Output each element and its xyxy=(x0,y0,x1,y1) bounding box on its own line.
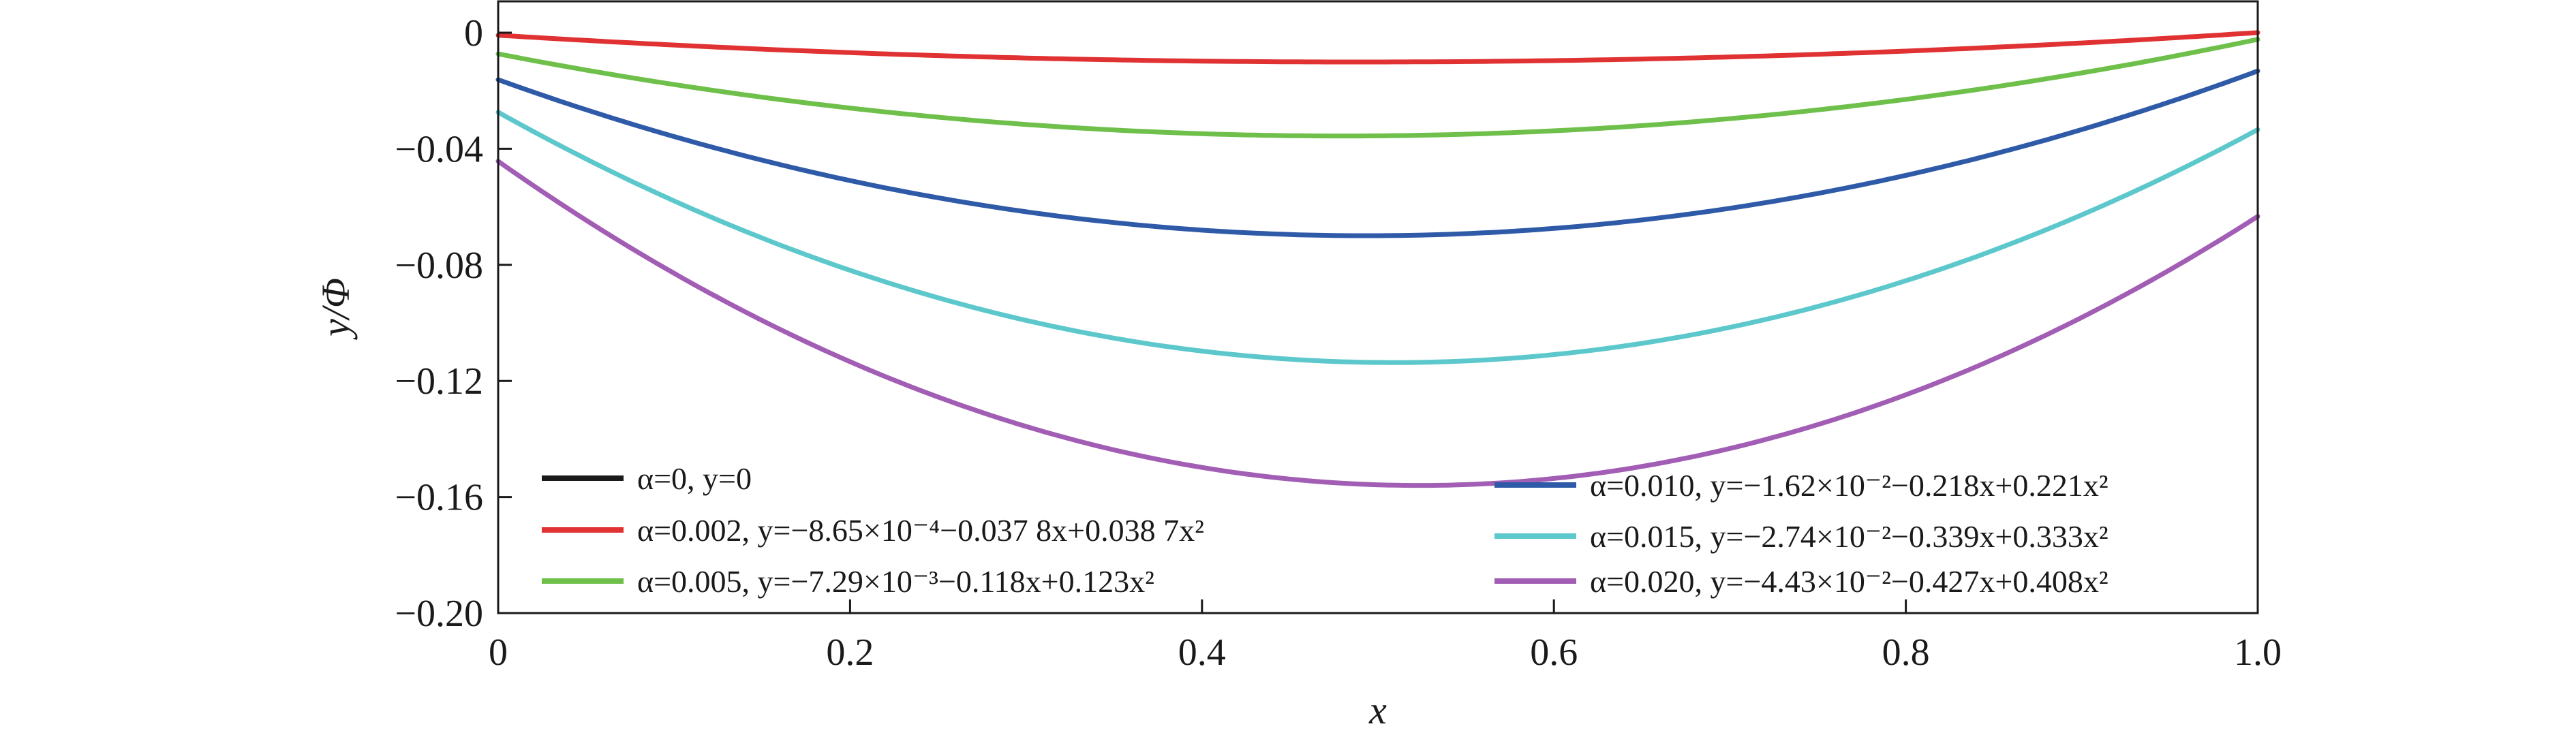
y-tick-label: −0.12 xyxy=(395,360,483,403)
y-tick-label: −0.20 xyxy=(395,593,483,635)
plot-frame xyxy=(497,0,2259,614)
y-axis-title: y/Φ xyxy=(313,278,358,340)
x-tick-label: 0.6 xyxy=(1530,631,1578,674)
y-tick-label: −0.08 xyxy=(395,245,483,287)
y-tick-label: −0.04 xyxy=(395,128,483,170)
y-tick-label: 0 xyxy=(464,12,483,54)
series-line-3 xyxy=(495,68,2260,238)
legend-label-0: α=0, y=0 xyxy=(637,461,752,496)
legend: α=0, y=0 α=0.002, y=−8.65×10⁻⁴−0.037 8x+0… xyxy=(542,461,2109,599)
x-tick-label: 0 xyxy=(489,631,508,674)
axes-layer xyxy=(497,0,2259,614)
legend-label-4: α=0.015, y=−2.74×10⁻²−0.339x+0.333x² xyxy=(1590,519,2109,554)
x-axis-title: x xyxy=(1368,688,1387,732)
x-tick-label: 0.2 xyxy=(826,631,874,674)
series-layer xyxy=(495,30,2260,488)
series-line-2 xyxy=(495,37,2260,139)
x-tick-label: 0.4 xyxy=(1178,631,1226,674)
legend-label-5: α=0.020, y=−4.43×10⁻²−0.427x+0.408x² xyxy=(1590,564,2109,599)
legend-label-3: α=0.010, y=−1.62×10⁻²−0.218x+0.221x² xyxy=(1590,468,2109,503)
x-tick-label: 1.0 xyxy=(2234,631,2282,674)
series-line-1 xyxy=(495,30,2260,65)
legend-label-2: α=0.005, y=−7.29×10⁻³−0.118x+0.123x² xyxy=(637,564,1154,599)
series-line-5 xyxy=(495,159,2260,488)
x-tick-label: 0.8 xyxy=(1882,631,1930,674)
legend-label-1: α=0.002, y=−8.65×10⁻⁴−0.037 8x+0.038 7x² xyxy=(637,513,1204,548)
series-line-4 xyxy=(495,110,2260,365)
y-tick-label: −0.16 xyxy=(395,477,483,519)
ticks-layer: 0 0.2 0.4 0.6 0.8 1.0 0 −0.04 −0.08 −0.12 −0.16 −0.… xyxy=(395,12,2282,674)
